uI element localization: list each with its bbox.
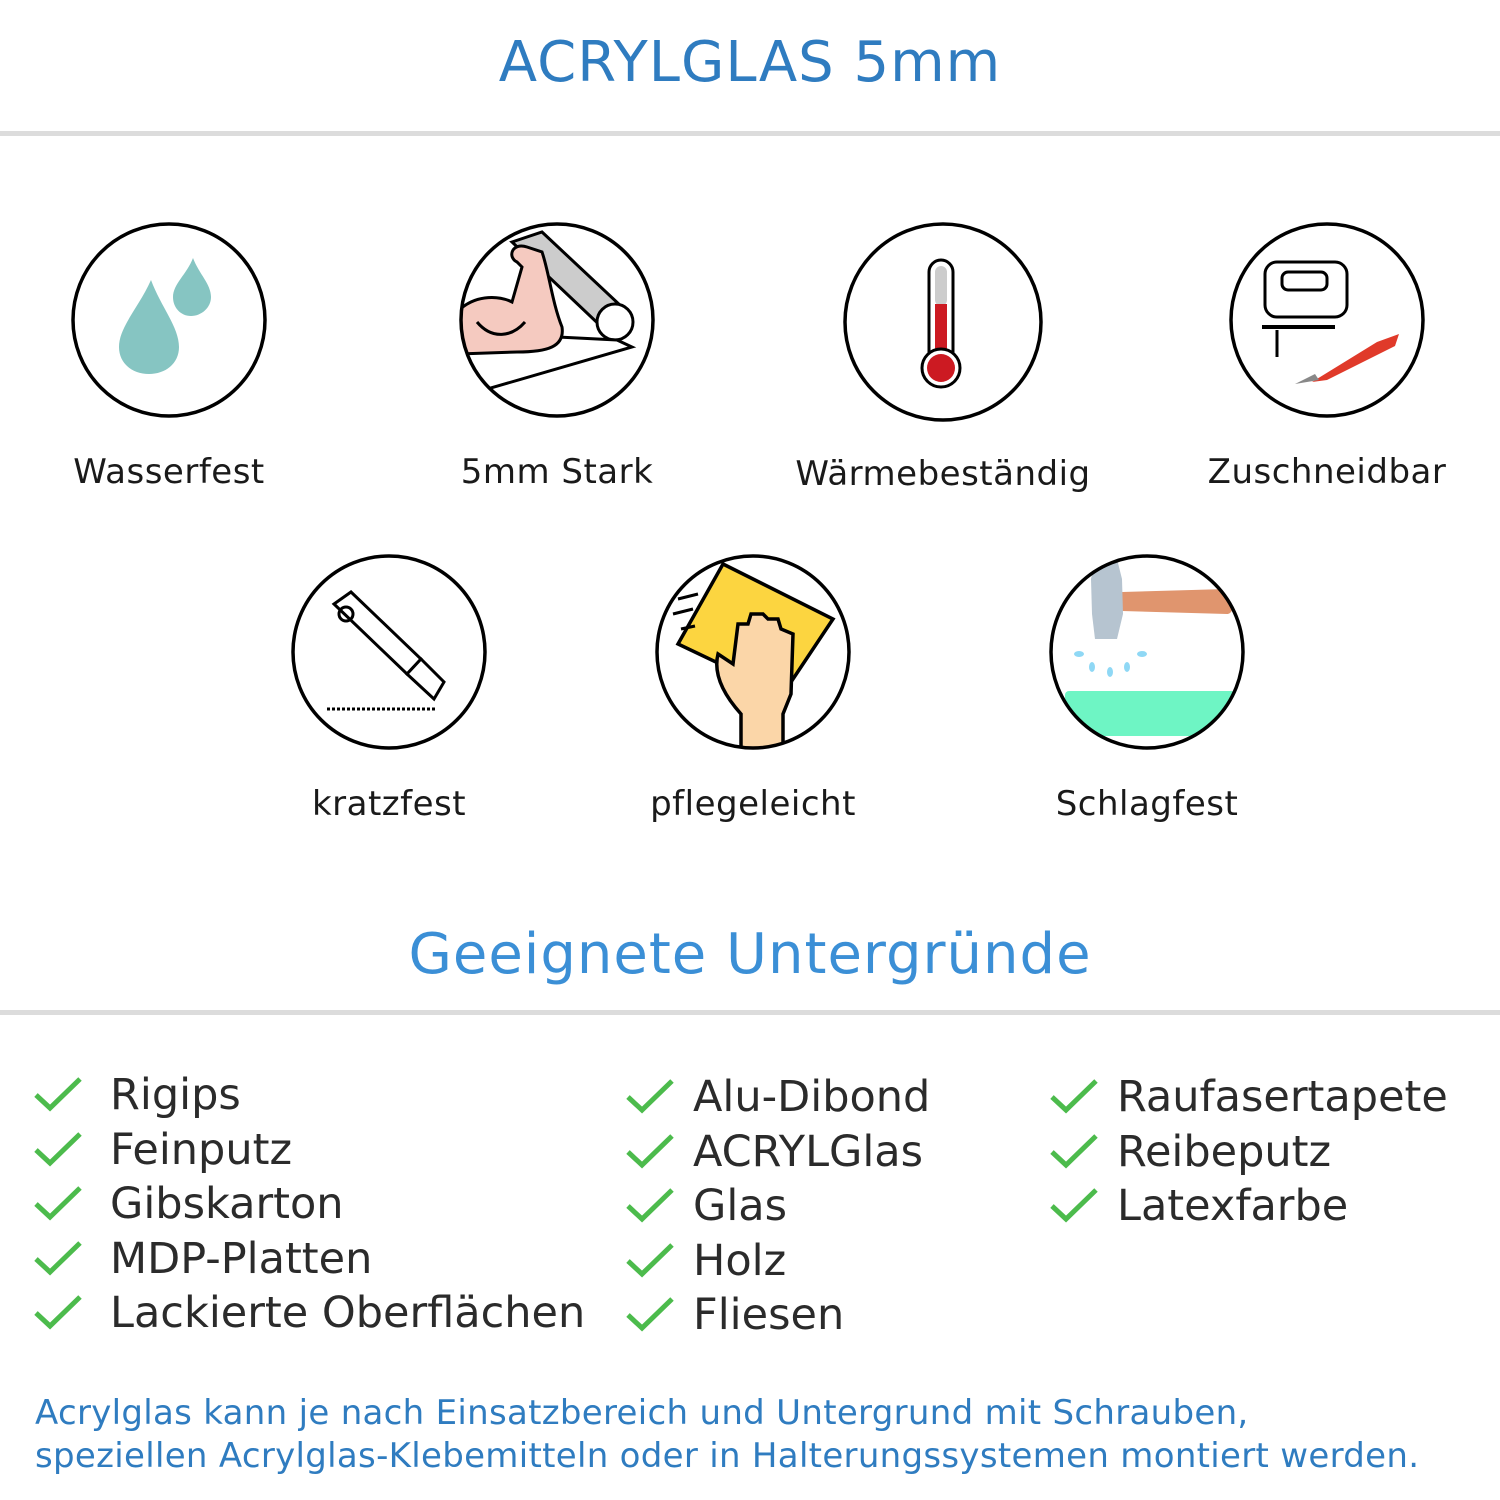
list-item: Lackierte Oberflächen (33, 1286, 585, 1341)
footer-line-1: Acrylglas kann je nach Einsatzbereich un… (35, 1393, 1249, 1433)
hammer-icon (1049, 554, 1245, 750)
check-icon (1050, 1133, 1098, 1169)
section-title: Geeignete Untergründe (408, 922, 1092, 987)
cleaning-hand-icon (655, 554, 851, 750)
footer-note: Acrylglas kann je nach Einsatzbereich un… (35, 1392, 1419, 1478)
feature-zuschneidbar: Zuschneidbar (1137, 222, 1500, 492)
feature-schlagfest: Schlagfest (957, 554, 1337, 824)
check-icon (1050, 1188, 1098, 1223)
check-icon (34, 1295, 82, 1330)
feature-label: kratzfest (311, 784, 467, 824)
list-item: Raufasertapete (1049, 1070, 1448, 1125)
list-item: Rigips (33, 1068, 585, 1123)
check-icon (626, 1242, 674, 1278)
check-icon (626, 1079, 674, 1114)
feature-label: Wärmebeständig (795, 454, 1091, 494)
feature-5mm-stark: 5mm Stark (367, 222, 747, 492)
check-icon (34, 1131, 82, 1167)
feature-label: Schlagfest (1055, 784, 1239, 824)
page-title: ACRYLGLAS 5mm (498, 30, 1002, 95)
feature-label: 5mm Stark (460, 452, 654, 492)
divider (0, 1010, 1500, 1015)
list-item: Glas (625, 1179, 930, 1234)
check-icon (34, 1077, 82, 1112)
divider (0, 131, 1500, 136)
feature-wasserfest: Wasserfest (0, 222, 359, 492)
list-item: MDP-Platten (33, 1232, 585, 1287)
footer-line-2: speziellen Acrylglas-Klebemitteln oder i… (35, 1436, 1420, 1476)
feature-label: pflegeleicht (650, 784, 856, 824)
feature-label: Zuschneidbar (1207, 452, 1447, 492)
list-item: Alu-Dibond (625, 1070, 930, 1125)
check-icon (626, 1297, 674, 1332)
jigsaw-icon (1229, 222, 1425, 418)
surface-column-2: Alu-Dibond ACRYLGlas Glas Holz Fliesen (625, 1070, 930, 1343)
check-icon (34, 1240, 82, 1276)
check-icon (1050, 1079, 1098, 1114)
list-item: ACRYLGlas (625, 1125, 930, 1180)
thermometer-icon (843, 222, 1043, 422)
water-drops-icon (71, 222, 267, 418)
feature-pflegeleicht: pflegeleicht (563, 554, 943, 824)
list-item: Fliesen (625, 1288, 930, 1343)
feature-label: Wasserfest (73, 452, 265, 492)
surface-column-3: Raufasertapete Reibeputz Latexfarbe (1049, 1070, 1448, 1234)
list-item: Feinputz (33, 1123, 585, 1178)
check-icon (34, 1186, 82, 1221)
flexed-arm-icon (459, 222, 655, 418)
check-icon (626, 1188, 674, 1223)
list-item: Latexfarbe (1049, 1179, 1448, 1234)
feature-kratzfest: kratzfest (199, 554, 579, 824)
list-item: Holz (625, 1234, 930, 1289)
list-item: Gibskarton (33, 1177, 585, 1232)
cutter-knife-icon (291, 554, 487, 750)
feature-waermebestaendig: Wärmebeständig (753, 222, 1133, 494)
check-icon (626, 1133, 674, 1169)
surface-column-1: Rigips Feinputz Gibskarton MDP-Platten L… (33, 1068, 585, 1341)
list-item: Reibeputz (1049, 1125, 1448, 1180)
